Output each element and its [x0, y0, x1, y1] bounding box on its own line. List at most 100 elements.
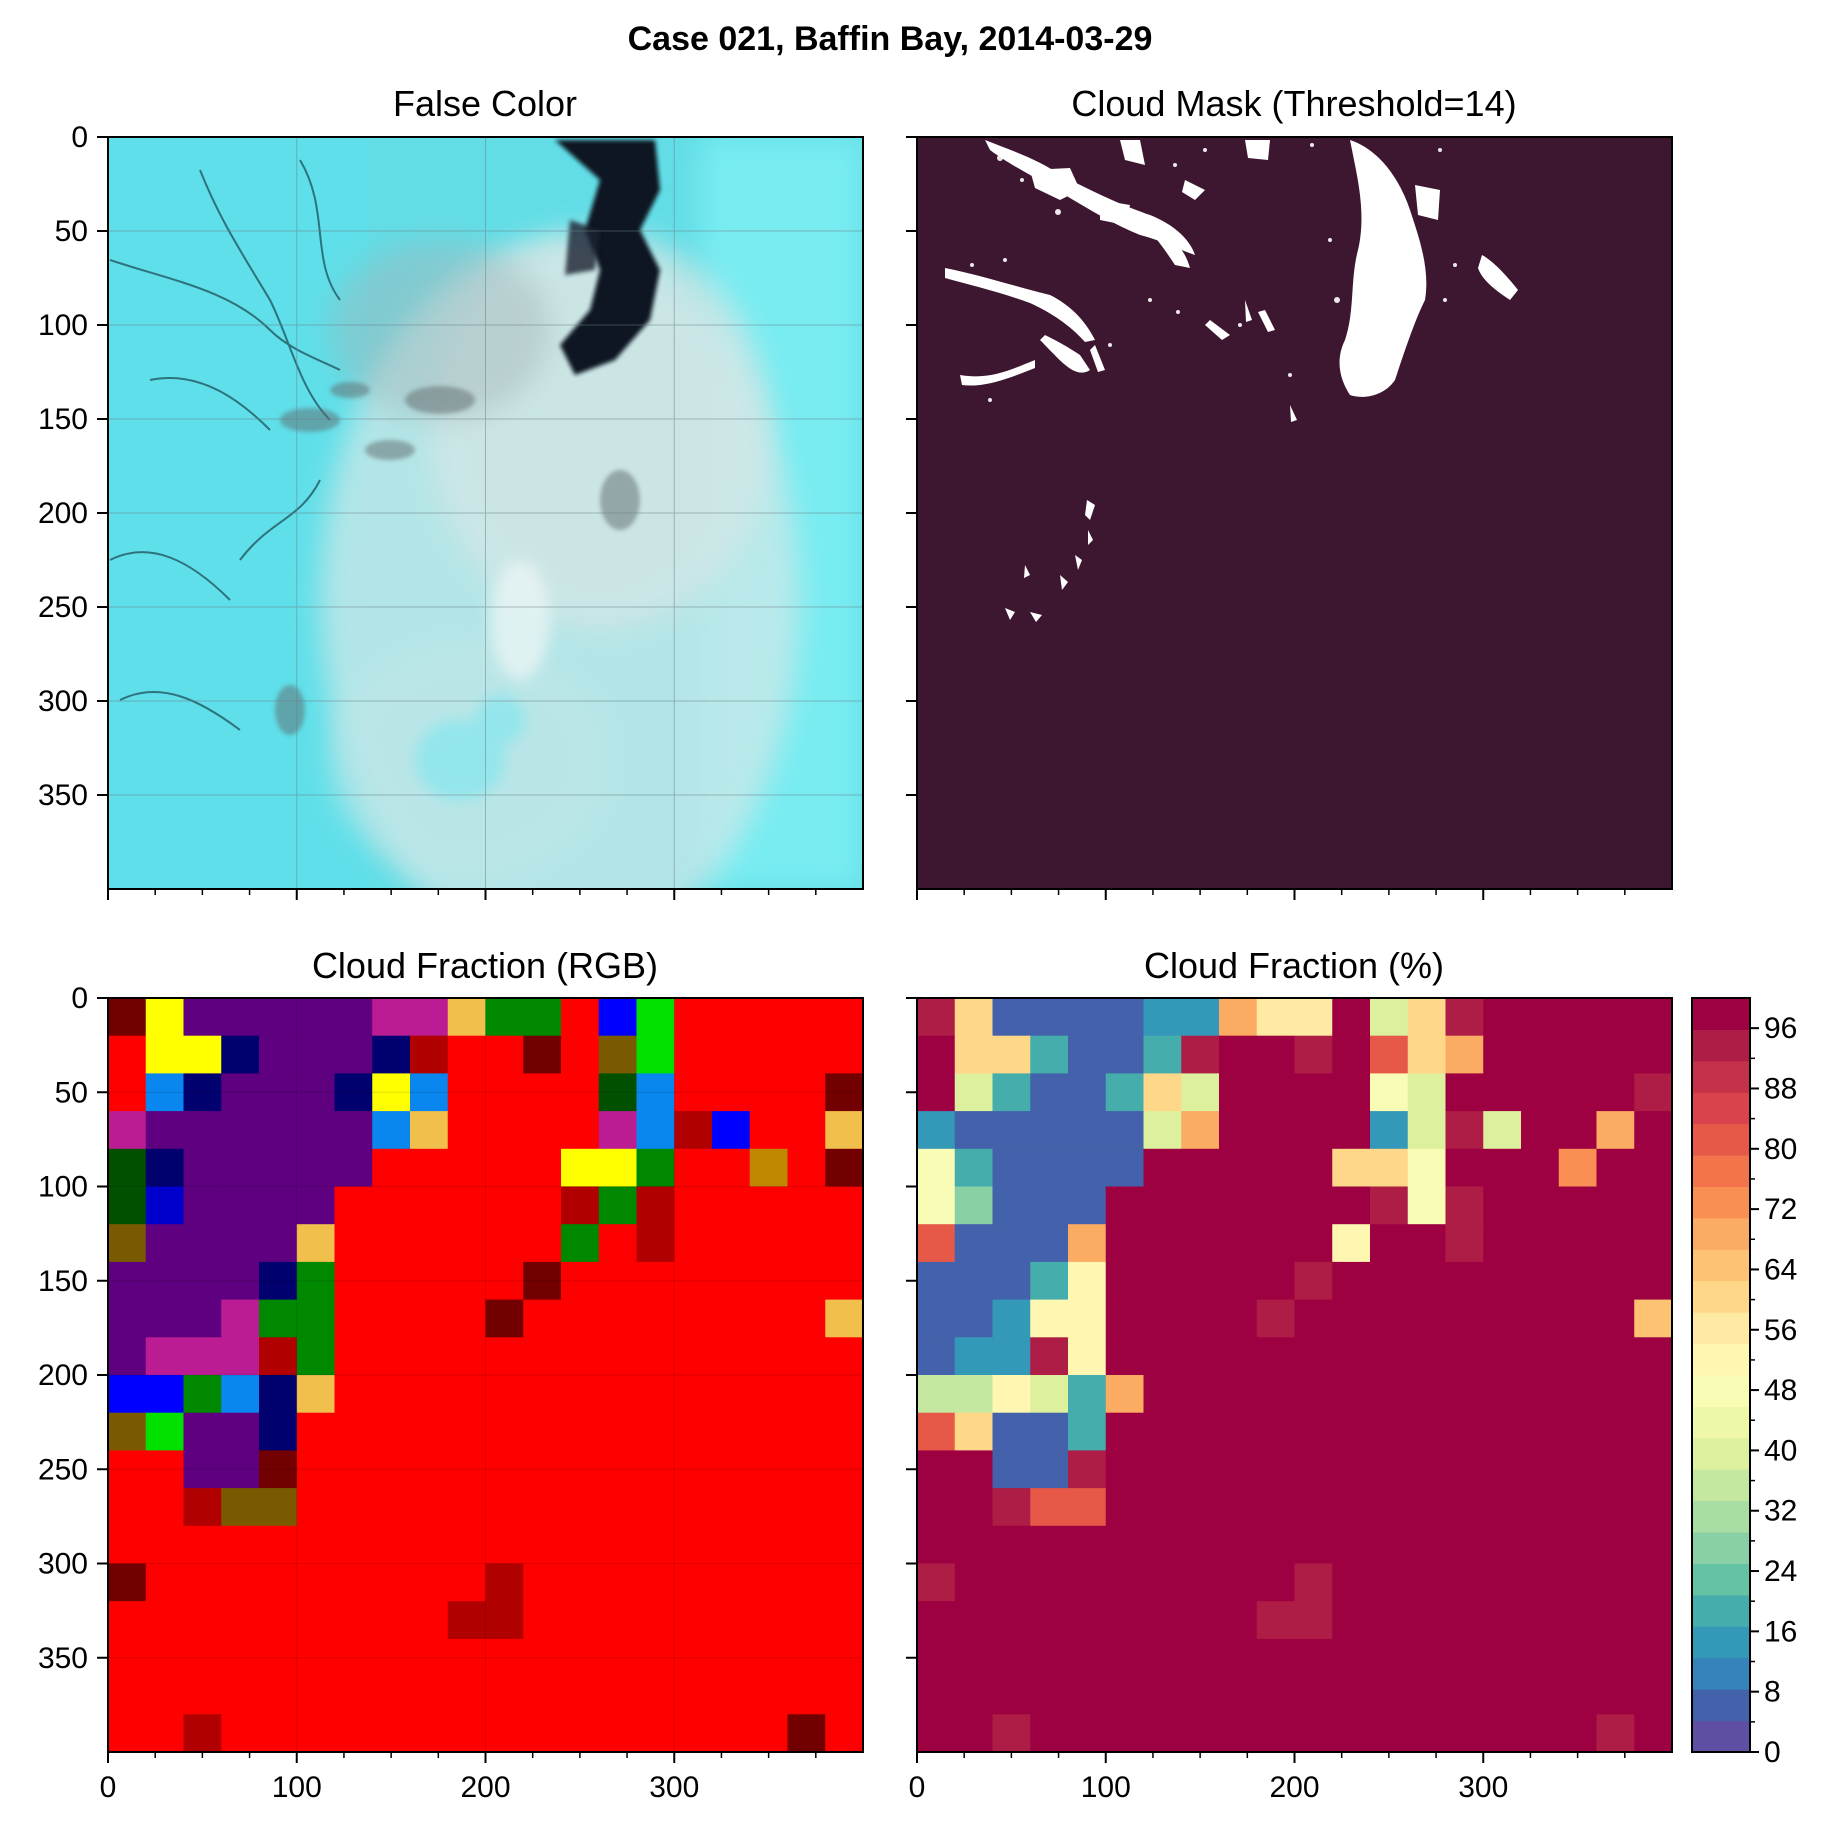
pct-cell — [1521, 1676, 1560, 1715]
rgb-cell — [712, 1676, 751, 1715]
rgb-cell — [296, 1261, 336, 1301]
pct-cell — [1181, 1299, 1220, 1338]
pct-cell — [954, 1714, 994, 1753]
rgb-cell — [372, 1676, 411, 1715]
pct-cell — [1105, 1375, 1145, 1414]
pct-cell — [954, 1337, 994, 1376]
pct-cell — [992, 1676, 1031, 1715]
pct-cell — [1068, 998, 1107, 1037]
pct-cell — [1596, 1375, 1635, 1414]
pct-cell — [1634, 1299, 1673, 1338]
pct-cell — [1219, 1337, 1258, 1376]
pct-cell — [1294, 998, 1333, 1037]
rgb-cell — [561, 1111, 600, 1150]
rgb-cell — [485, 1563, 524, 1602]
rgb-cell — [259, 1601, 298, 1640]
pct-cell — [1445, 1450, 1484, 1489]
x-tick-label: 0 — [909, 1771, 926, 1804]
rgb-cell — [259, 1450, 298, 1489]
rgb-cell — [523, 998, 562, 1037]
pct-cell — [1068, 1111, 1107, 1150]
colorbar-segment — [1692, 1469, 1750, 1502]
pct-cell — [1332, 1563, 1371, 1602]
rgb-cell — [712, 1261, 751, 1301]
pct-cell — [1219, 1488, 1258, 1527]
rgb-cell — [221, 998, 260, 1037]
x-tick-label: 300 — [649, 1771, 699, 1804]
rgb-cell — [636, 1601, 675, 1640]
rgb-cell — [334, 1261, 373, 1301]
pct-cell — [1181, 1224, 1220, 1263]
rgb-cell — [221, 1073, 260, 1112]
pct-cell — [1407, 1488, 1447, 1527]
rgb-cell — [447, 1714, 487, 1753]
pct-cell — [1332, 1638, 1371, 1678]
pct-cell — [1521, 1111, 1560, 1150]
pct-cell — [1634, 1148, 1673, 1188]
rgb-cell — [825, 1638, 864, 1678]
pct-cell — [1256, 1375, 1296, 1414]
axis-ticks: 0 50 100 150 200 250 300 350 0 100 200 300 0 50 100 150… — [38, 121, 1626, 1804]
pct-cell — [1181, 1186, 1220, 1225]
x-tick-label: 300 — [1458, 1771, 1508, 1804]
pct-cell — [1521, 1525, 1560, 1565]
rgb-cell — [183, 1261, 222, 1301]
colorbar-segment — [1692, 1689, 1750, 1722]
rgb-cell — [749, 1676, 789, 1715]
pct-cell — [1596, 1299, 1635, 1338]
rgb-cell — [712, 1525, 751, 1565]
rgb-cell — [636, 1035, 675, 1074]
rgb-cell — [259, 1714, 298, 1753]
rgb-cell — [221, 1563, 260, 1602]
pct-cell — [954, 1073, 994, 1112]
rgb-cell — [712, 1412, 751, 1451]
pct-cell — [1181, 1638, 1220, 1678]
pct-cell — [1558, 1224, 1598, 1263]
pct-cell — [1105, 1525, 1145, 1565]
colorbar-segment — [1692, 1092, 1750, 1125]
rgb-cell — [561, 998, 600, 1037]
pct-cell — [1521, 1261, 1560, 1301]
rgb-cell — [749, 1375, 789, 1414]
pct-cell — [1181, 1714, 1220, 1753]
rgb-cell — [296, 1073, 336, 1112]
colorbar-segment — [1692, 1186, 1750, 1219]
rgb-cell — [523, 1224, 562, 1263]
rgb-cell — [523, 1299, 562, 1338]
pct-cell — [1181, 1601, 1220, 1640]
rgb-cell — [561, 1375, 600, 1414]
rgb-cell — [712, 1563, 751, 1602]
colorbar-segment — [1692, 1626, 1750, 1659]
rgb-cell — [523, 1337, 562, 1376]
pct-cell — [1068, 1299, 1107, 1338]
rgb-cell — [447, 1638, 487, 1678]
rgb-cell — [598, 1337, 638, 1376]
rgb-cell — [712, 1488, 751, 1527]
pct-cell — [1143, 1299, 1182, 1338]
pct-cell — [1105, 1676, 1145, 1715]
rgb-cell — [787, 1148, 826, 1188]
pct-cell — [1596, 1450, 1635, 1489]
pct-cell — [1558, 1337, 1598, 1376]
rgb-cell — [674, 1073, 713, 1112]
rgb-cell — [108, 1412, 147, 1451]
rgb-cell — [447, 1412, 487, 1451]
rgb-cell — [221, 1111, 260, 1150]
rgb-cell — [410, 1375, 449, 1414]
rgb-cell — [485, 1299, 524, 1338]
rgb-cell — [183, 1035, 222, 1074]
pct-cell — [1558, 1148, 1598, 1188]
pct-cell — [917, 998, 956, 1037]
pct-cell — [1332, 1714, 1371, 1753]
pct-cell — [1370, 1224, 1409, 1263]
rgb-cell — [108, 1450, 147, 1489]
rgb-cell — [636, 1488, 675, 1527]
pct-cell — [1634, 1601, 1673, 1640]
colorbar-segment — [1692, 1594, 1750, 1627]
rgb-cell — [259, 1224, 298, 1263]
pct-cell — [1181, 1375, 1220, 1414]
pct-cell — [1634, 1224, 1673, 1263]
pct-cell — [954, 1450, 994, 1489]
rgb-cell — [221, 1714, 260, 1753]
rgb-cell — [108, 1638, 147, 1678]
